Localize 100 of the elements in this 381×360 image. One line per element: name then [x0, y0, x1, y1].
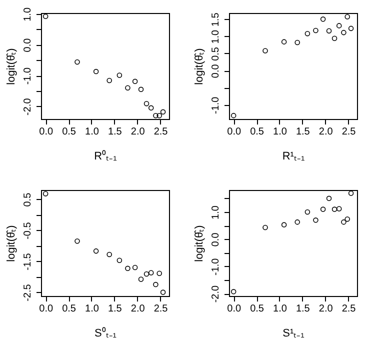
y-tick-label: 0.5: [22, 192, 34, 207]
x-tick-label: 2.0: [318, 304, 334, 314]
y-axis-title: logit(θ̂ₜ): [6, 48, 18, 85]
point: [294, 219, 300, 225]
point: [320, 16, 326, 22]
y-tick-label: 0.5: [210, 46, 222, 61]
x-tick-label: 2.0: [318, 126, 334, 138]
x-tick-label: 0.5: [250, 126, 264, 138]
y-tick-label: -2.0: [22, 98, 34, 116]
point: [74, 238, 80, 244]
x-axis-title: S¹ₜ₋₁: [282, 328, 305, 340]
x-tick-label: 1.5: [108, 304, 122, 314]
point: [156, 270, 162, 276]
x-tick-label: 1.5: [296, 304, 310, 314]
y-axis-title: logit(θ̂ₜ): [194, 225, 206, 262]
point: [160, 109, 166, 115]
x-tick-label: 2.5: [154, 126, 168, 138]
point: [93, 248, 99, 254]
point: [341, 30, 346, 36]
x-tick-label: 2.0: [130, 126, 146, 138]
x-tick-label: 2.0: [130, 304, 146, 314]
y-tick-label: -1.0: [22, 67, 34, 85]
point: [344, 216, 350, 222]
y-tick-label: 1.0: [210, 205, 222, 220]
point: [148, 105, 154, 111]
x-tick-label: 0.5: [250, 304, 264, 314]
y-tick-label: -2.0: [210, 285, 222, 303]
point: [125, 85, 130, 91]
y-tick-label: -1.5: [22, 252, 34, 270]
point: [341, 219, 346, 225]
point: [160, 290, 166, 295]
point: [156, 112, 162, 118]
point: [42, 191, 48, 196]
y-tick-label: 0.0: [210, 232, 222, 247]
y-tick-label: -1.0: [210, 96, 222, 114]
y-tick-label: -1.0: [210, 258, 222, 276]
y-tick-label: 1.5: [210, 12, 222, 27]
x-tick-label: 1.5: [108, 126, 122, 138]
y-tick-label: 1.0: [22, 7, 34, 22]
point: [262, 48, 268, 54]
y-tick-label: 0.0: [22, 38, 34, 52]
point: [313, 28, 318, 34]
point: [281, 222, 287, 228]
point: [106, 252, 112, 258]
x-tick-label: 2.5: [154, 304, 168, 314]
point: [348, 26, 354, 32]
point: [313, 218, 318, 223]
point: [144, 271, 150, 277]
point: [148, 270, 154, 276]
point: [153, 112, 158, 118]
point: [262, 224, 268, 230]
point: [294, 40, 300, 46]
x-tick-label: 0.5: [62, 304, 76, 314]
point: [125, 266, 130, 272]
point: [304, 30, 310, 36]
x-tick-label: 1.0: [85, 126, 100, 138]
point: [106, 78, 112, 84]
y-tick-label: 0.0: [210, 64, 222, 78]
x-tick-label: 1.0: [273, 126, 288, 138]
y-tick-label: -0.5: [22, 222, 34, 240]
point: [336, 23, 342, 28]
x-axis-title: R¹ₜ₋₁: [282, 150, 305, 162]
point: [332, 36, 338, 42]
x-tick-label: 1.5: [296, 126, 310, 138]
point: [42, 14, 48, 20]
x-tick-label: 0.0: [227, 304, 242, 314]
x-tick-label: 0.0: [39, 304, 54, 314]
y-axis-title: logit(θ̂ₜ): [6, 225, 18, 262]
point: [230, 112, 236, 118]
x-tick-label: 0.0: [39, 126, 54, 138]
point: [144, 100, 150, 106]
point: [116, 72, 122, 78]
point: [132, 78, 138, 84]
point: [132, 264, 138, 270]
point: [326, 196, 332, 202]
point: [116, 258, 122, 263]
point: [348, 190, 354, 196]
point: [230, 289, 236, 294]
point: [336, 206, 342, 212]
x-axis-title: S⁰ₜ₋₁: [94, 326, 117, 340]
x-tick-label: 0.5: [62, 126, 76, 138]
point: [138, 276, 144, 282]
x-axis-title: R⁰ₜ₋₁: [94, 150, 118, 162]
x-tick-label: 1.0: [273, 304, 288, 314]
point: [281, 39, 287, 44]
y-tick-label: 1.0: [210, 29, 222, 44]
point: [153, 282, 158, 288]
y-tick-label: -2.5: [22, 284, 34, 302]
point: [304, 209, 310, 215]
x-tick-label: 2.5: [342, 126, 356, 138]
point: [138, 86, 144, 92]
y-axis-title: logit(θ̂ₜ): [194, 48, 206, 85]
point: [344, 14, 350, 20]
point: [74, 59, 80, 65]
x-tick-label: 2.5: [342, 304, 356, 314]
x-tick-label: 0.0: [227, 126, 242, 138]
point: [326, 28, 332, 34]
point: [93, 68, 99, 74]
x-tick-label: 1.0: [85, 304, 100, 314]
point: [332, 206, 338, 212]
